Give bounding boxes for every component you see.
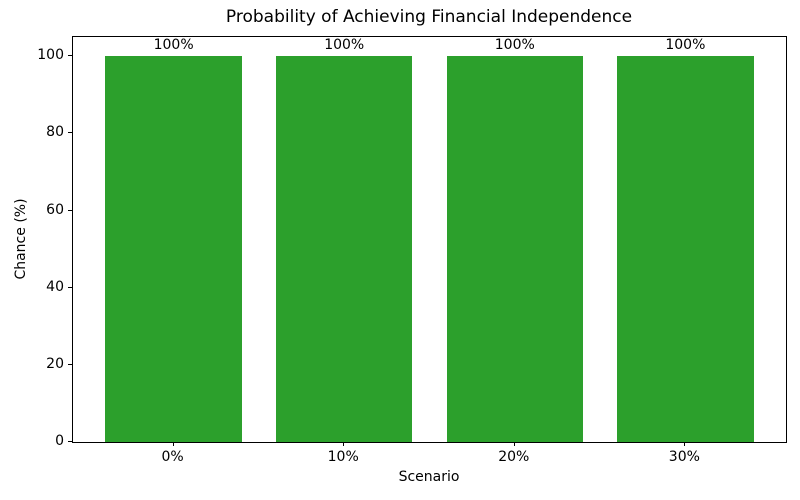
x-tick-mark (343, 442, 345, 446)
y-tick-mark (68, 55, 72, 57)
chart-title: Probability of Achieving Financial Indep… (225, 7, 633, 27)
x-tick-mark (684, 442, 686, 446)
y-tick-label: 80 (46, 124, 64, 141)
y-tick-label: 60 (46, 201, 64, 218)
x-tick-mark (513, 442, 515, 446)
y-tick-mark (68, 363, 72, 365)
y-tick-label: 0 (55, 433, 64, 449)
plot-area: 100% 100% 100% 100% (72, 36, 787, 443)
bar (275, 56, 413, 442)
bar-value-label: 100% (153, 37, 194, 54)
bar-value-label: 100% (665, 37, 706, 54)
y-tick-label: 20 (46, 355, 64, 372)
bar (617, 56, 754, 442)
bar-value-label: 100% (324, 37, 365, 54)
bar-value-label: 100% (494, 37, 535, 54)
x-tick-label: 0% (161, 449, 184, 465)
y-tick-mark (68, 132, 72, 134)
y-tick-label: 40 (46, 278, 64, 295)
x-axis-label: Scenario (398, 469, 460, 485)
y-tick-mark (68, 209, 72, 211)
x-tick-label: 10% (327, 449, 359, 465)
x-tick-label: 20% (498, 449, 530, 465)
x-tick-mark (172, 442, 174, 446)
y-tick-mark (68, 441, 72, 442)
bar (446, 56, 583, 442)
y-tick-mark (68, 286, 72, 288)
x-tick-label: 30% (668, 449, 700, 465)
y-tick-label: 100 (37, 47, 64, 64)
bar (105, 56, 242, 442)
